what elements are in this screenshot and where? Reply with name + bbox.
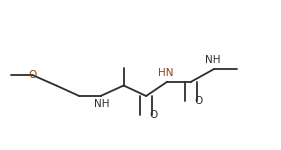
Text: O: O [194, 96, 203, 105]
Text: NH: NH [205, 55, 221, 65]
Text: HN: HN [158, 68, 174, 78]
Text: O: O [149, 110, 158, 120]
Text: O: O [28, 70, 37, 80]
Text: NH: NH [94, 99, 110, 109]
